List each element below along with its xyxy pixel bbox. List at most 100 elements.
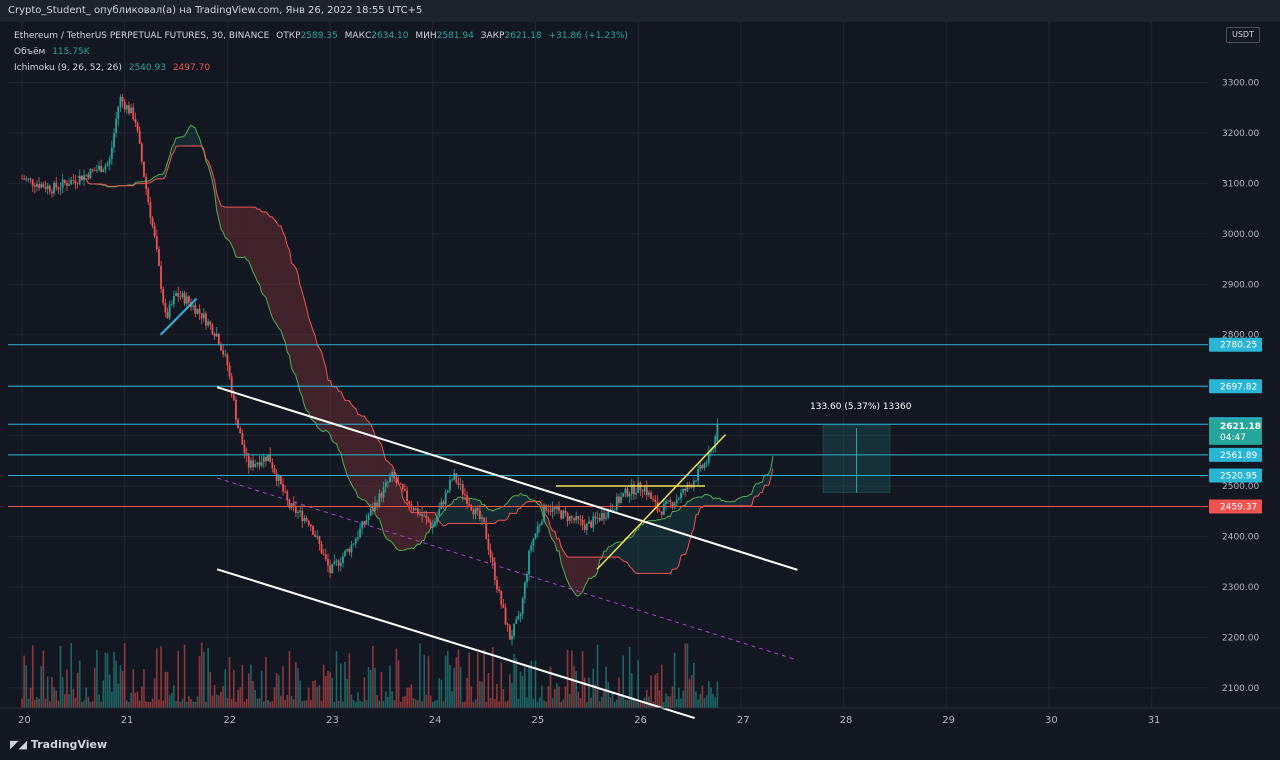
time-tick-label: 25 bbox=[532, 715, 545, 726]
candle-body bbox=[31, 179, 34, 186]
volume-bar bbox=[577, 691, 580, 708]
candle-body bbox=[609, 509, 612, 511]
volume-bar bbox=[138, 700, 141, 708]
candle-body bbox=[297, 512, 299, 513]
cloud-segment bbox=[471, 498, 474, 524]
cloud-segment bbox=[452, 499, 455, 524]
volume-bar bbox=[168, 695, 171, 708]
candle-body bbox=[647, 492, 650, 496]
candle-body bbox=[395, 478, 398, 484]
candle-body bbox=[200, 313, 203, 319]
candle-body bbox=[292, 503, 295, 507]
candle-body bbox=[72, 179, 75, 181]
cloud-segment bbox=[747, 494, 750, 506]
cloud-segment bbox=[360, 414, 363, 500]
volume-bar bbox=[162, 700, 165, 708]
candle-body bbox=[104, 165, 107, 170]
measure-label: 133.60 (5.37%) 13360 bbox=[810, 402, 912, 412]
candle-body bbox=[267, 454, 269, 462]
volume-bar bbox=[464, 701, 466, 708]
price-chart[interactable]: 133.60 (5.37%) 13360 3300.00 3200.00 3100.0… bbox=[0, 22, 1280, 730]
candle-body bbox=[288, 500, 291, 508]
tradingview-logo[interactable]: ◤◢ TradingView bbox=[10, 738, 107, 751]
cloud-segment bbox=[293, 265, 296, 376]
candle-body bbox=[51, 191, 53, 194]
volume-bar bbox=[549, 666, 552, 708]
candle-body bbox=[419, 514, 421, 515]
volume-bar bbox=[573, 665, 575, 708]
candle-body bbox=[534, 533, 537, 539]
currency-badge[interactable]: USDT bbox=[1226, 27, 1260, 43]
candle-body bbox=[102, 169, 105, 172]
cloud-segment bbox=[342, 396, 346, 469]
volume-bar bbox=[425, 694, 428, 708]
channel-lower-line bbox=[216, 568, 695, 720]
volume-bar bbox=[74, 697, 77, 708]
candle-body bbox=[363, 521, 366, 524]
candle-body bbox=[406, 490, 409, 502]
cloud-segment bbox=[246, 207, 249, 262]
candle-body bbox=[361, 521, 364, 529]
volume-bar bbox=[307, 687, 310, 708]
volume-bar bbox=[628, 647, 631, 708]
cloud-segment bbox=[178, 136, 181, 146]
candle-body bbox=[444, 492, 447, 505]
candle-body bbox=[335, 560, 338, 562]
candle-body bbox=[123, 101, 126, 110]
volume-bar bbox=[669, 696, 672, 708]
volume-bar bbox=[496, 683, 498, 708]
cloud-segment bbox=[383, 452, 386, 538]
candle-body bbox=[538, 524, 541, 527]
cloud-segment bbox=[574, 557, 577, 596]
cloud-segment bbox=[351, 404, 354, 489]
time-tick-label: 31 bbox=[1148, 715, 1161, 726]
volume-bar bbox=[119, 665, 122, 708]
volume-bar bbox=[697, 699, 699, 708]
cloud-segment bbox=[280, 225, 284, 338]
price-level-label: 2459.37 bbox=[1220, 503, 1257, 513]
cloud-segment bbox=[456, 497, 459, 524]
volume-bar bbox=[267, 699, 269, 708]
candle-body bbox=[463, 494, 466, 496]
publisher-line: Crypto_Student_ опубликовал(а) на Tradin… bbox=[8, 5, 423, 16]
volume-bar bbox=[703, 698, 706, 708]
candle-body bbox=[566, 512, 569, 522]
volume-bar bbox=[258, 698, 261, 708]
candle-body bbox=[594, 516, 597, 519]
candle-body bbox=[408, 501, 411, 505]
cloud-segment bbox=[270, 216, 273, 318]
volume-bar bbox=[583, 677, 586, 708]
candle-body bbox=[294, 506, 297, 513]
candle-body bbox=[504, 607, 507, 625]
volume-bar bbox=[102, 680, 105, 708]
cloud-segment bbox=[362, 416, 365, 500]
volume-bar bbox=[198, 656, 201, 708]
volume-bar bbox=[528, 667, 530, 708]
volume-bar bbox=[581, 651, 584, 708]
candle-body bbox=[592, 516, 595, 528]
candle-body bbox=[318, 536, 321, 545]
candle-body bbox=[132, 107, 135, 120]
candle-body bbox=[620, 496, 622, 503]
volume-bar bbox=[592, 668, 595, 708]
volume-bar bbox=[303, 700, 306, 708]
cloud-segment bbox=[552, 530, 555, 543]
candle-body bbox=[577, 515, 580, 519]
volume-bar bbox=[42, 650, 45, 708]
price-axis: 3300.00 3200.00 3100.00 3000.00 2900.00 2800.… bbox=[1208, 22, 1280, 708]
brand-name: TradingView bbox=[30, 738, 108, 751]
candle-body bbox=[217, 333, 220, 345]
candle-body bbox=[547, 510, 550, 512]
volume-bar bbox=[260, 670, 263, 708]
candle-body bbox=[558, 506, 560, 511]
candle-body bbox=[70, 179, 73, 185]
cloud-segment bbox=[702, 494, 705, 507]
time-tick-label: 26 bbox=[634, 715, 647, 726]
cloud-segment bbox=[732, 501, 735, 506]
cloud-segment bbox=[586, 557, 589, 583]
candle-body bbox=[457, 482, 460, 485]
volume-bar bbox=[639, 701, 642, 708]
volume-bar bbox=[538, 697, 541, 708]
volume-bar bbox=[680, 698, 682, 708]
candle-body bbox=[498, 589, 501, 591]
